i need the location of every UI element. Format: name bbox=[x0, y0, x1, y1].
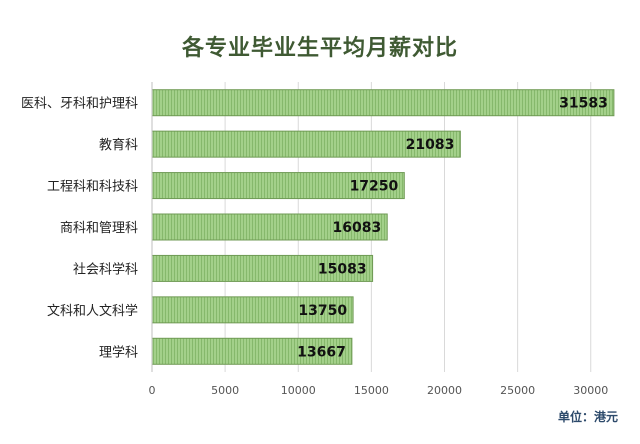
x-tick-label: 25000 bbox=[500, 384, 535, 397]
bar bbox=[151, 337, 353, 365]
category-label: 医科、牙科和护理科 bbox=[21, 97, 138, 112]
x-tick-label: 10000 bbox=[281, 384, 316, 397]
category-label: 社会科学科 bbox=[73, 261, 138, 277]
x-tick-label: 0 bbox=[149, 384, 156, 397]
data-label: 16083 bbox=[332, 220, 381, 236]
data-label: 13667 bbox=[297, 344, 346, 360]
category-label: 文科和人文科学 bbox=[47, 303, 138, 319]
x-tick-label: 20000 bbox=[427, 384, 462, 397]
bar bbox=[151, 254, 374, 282]
x-tick-label: 15000 bbox=[354, 384, 389, 397]
category-label: 工程科和科技科 bbox=[47, 180, 138, 195]
x-tick-label: 5000 bbox=[211, 384, 239, 397]
chart-title: 各专业毕业生平均月薪对比 bbox=[181, 36, 458, 61]
data-label: 13750 bbox=[298, 303, 347, 319]
data-label: 31583 bbox=[559, 96, 608, 112]
category-label: 教育科 bbox=[99, 137, 138, 153]
bar bbox=[151, 296, 354, 324]
data-label: 15083 bbox=[318, 261, 367, 277]
bar bbox=[151, 213, 388, 241]
x-tick-label: 30000 bbox=[573, 384, 608, 397]
bar bbox=[151, 89, 615, 117]
unit-label: 单位：港元 bbox=[557, 410, 618, 424]
bar bbox=[151, 130, 461, 158]
data-label: 17250 bbox=[350, 179, 399, 195]
category-label: 理学科 bbox=[99, 344, 138, 360]
data-label: 21083 bbox=[406, 137, 455, 153]
category-label: 商科和管理科 bbox=[60, 221, 138, 236]
